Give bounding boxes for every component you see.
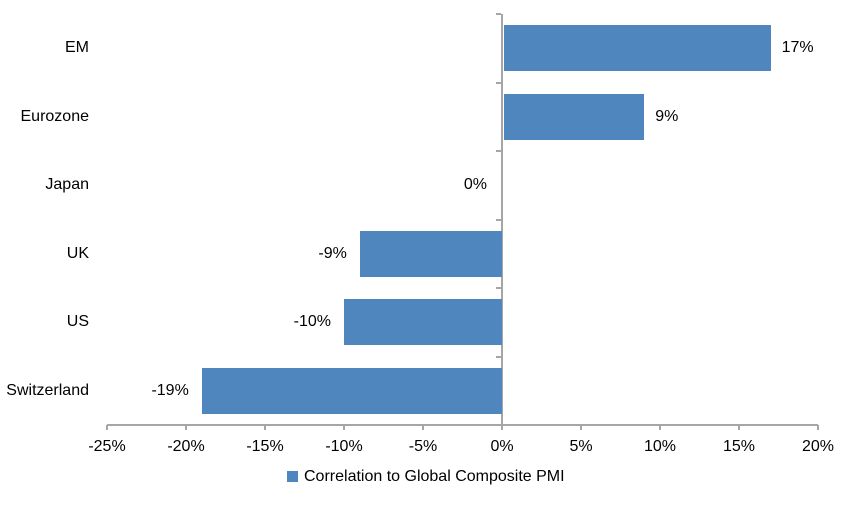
y-axis-tick	[496, 13, 501, 15]
legend: Correlation to Global Composite PMI	[287, 468, 565, 485]
x-axis-tick	[738, 425, 740, 430]
category-label-japan: Japan	[45, 176, 89, 194]
x-tick-label: 10%	[643, 438, 677, 455]
value-label-japan: 0%	[463, 176, 487, 194]
y-axis-line	[501, 14, 503, 430]
x-tick-label: -20%	[167, 438, 205, 455]
value-label-eurozone: 9%	[655, 107, 679, 125]
bar-eurozone	[504, 93, 645, 140]
y-axis-tick	[496, 287, 501, 289]
x-tick-label: -25%	[88, 438, 126, 455]
x-axis-tick	[422, 425, 424, 430]
category-label-em: EM	[65, 39, 89, 57]
category-label-switzerland: Switzerland	[6, 381, 89, 399]
x-axis-tick	[264, 425, 266, 430]
legend-swatch-icon	[287, 471, 298, 482]
x-tick-label: -15%	[246, 438, 284, 455]
x-axis-tick	[106, 425, 108, 430]
y-axis-tick	[496, 355, 501, 358]
x-axis-tick	[817, 425, 819, 430]
category-label-uk: UK	[66, 244, 89, 262]
bar-em	[504, 25, 771, 72]
y-axis-tick	[496, 81, 501, 84]
x-tick-label: -10%	[325, 438, 363, 455]
value-label-us: -10%	[293, 313, 331, 331]
x-axis-tick	[185, 425, 187, 430]
bar-us	[344, 299, 502, 346]
x-axis-tick	[501, 425, 503, 430]
y-axis-tick	[496, 424, 501, 426]
x-tick-label: 20%	[801, 438, 835, 455]
x-tick-label: -5%	[408, 438, 438, 455]
value-label-em: 17%	[781, 39, 814, 57]
category-label-eurozone: Eurozone	[20, 107, 90, 125]
x-tick-label: 15%	[722, 438, 756, 455]
x-axis-tick	[659, 425, 661, 430]
x-axis-tick	[580, 425, 582, 430]
x-axis-line	[107, 424, 818, 426]
legend-label: Correlation to Global Composite PMI	[304, 468, 565, 485]
y-axis-tick	[496, 218, 501, 221]
y-axis-tick	[496, 150, 501, 152]
value-label-switzerland: -19%	[151, 381, 189, 399]
x-tick-label: 5%	[569, 438, 593, 455]
value-label-uk: -9%	[318, 244, 347, 262]
x-axis-tick	[343, 425, 345, 430]
bar-uk	[359, 230, 502, 277]
x-tick-label: 0%	[490, 438, 514, 455]
bar-switzerland	[201, 367, 502, 414]
category-label-us: US	[66, 313, 89, 331]
